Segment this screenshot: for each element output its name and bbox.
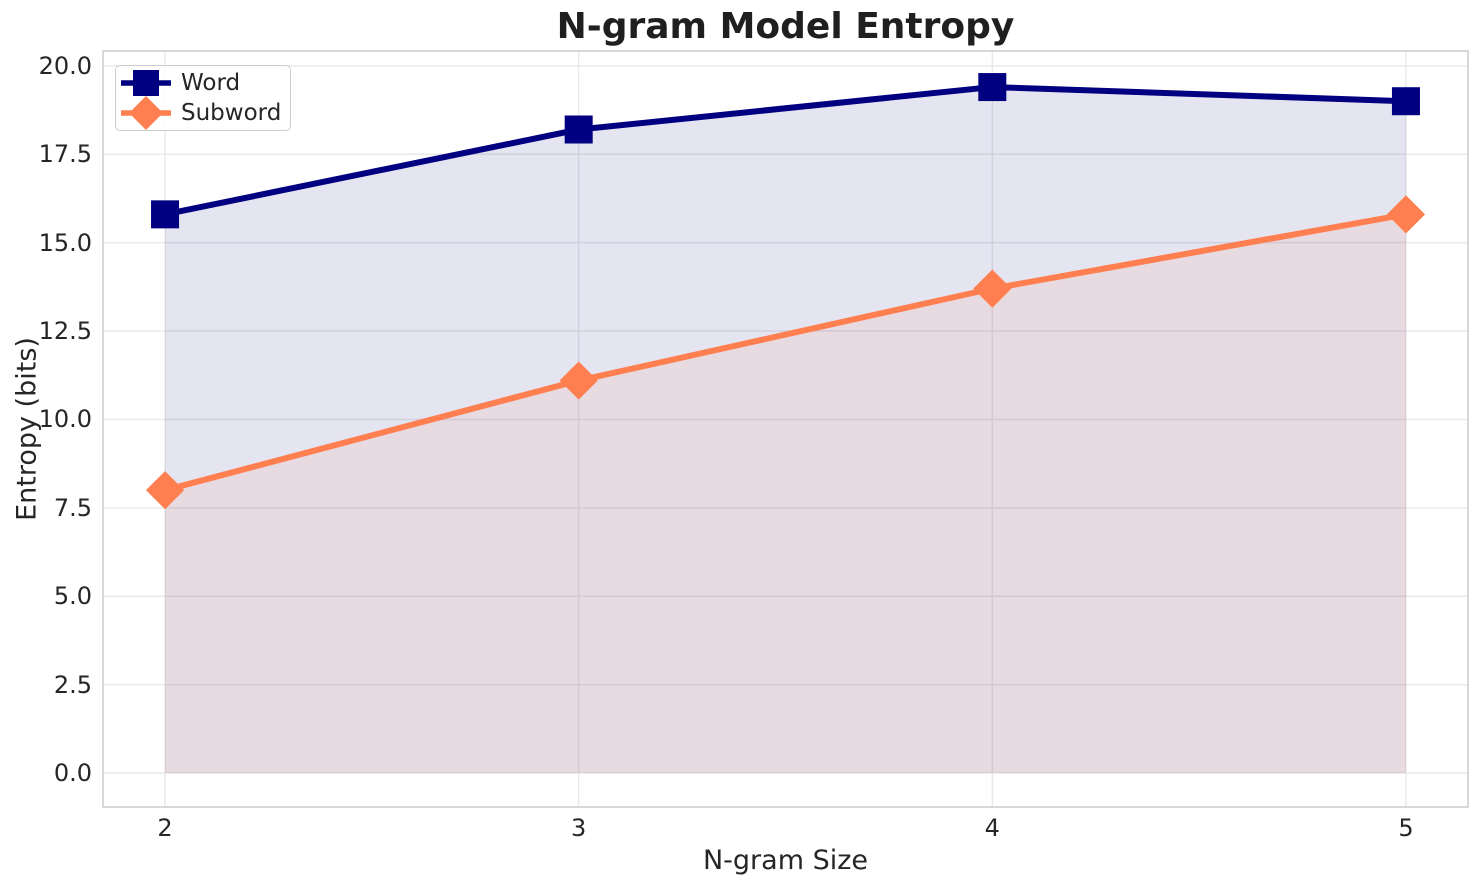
y-tick-label: 0.0 [53,759,92,788]
word-square-marker [978,73,1007,102]
axes-spines [102,50,1469,808]
legend-item-subword: Subword [121,96,282,130]
legend-square-marker-icon [121,70,171,96]
word-fill-area [165,87,1406,774]
chart-title: N-gram Model Entropy [556,6,1015,47]
subword-fill-area [165,214,1406,774]
x-tick-label: 2 [157,814,173,842]
y-tick-label: 20.0 [38,51,92,80]
subword-diamond-marker [973,269,1012,308]
y-tick-label: 17.5 [38,140,92,169]
subword-line [162,211,1409,494]
legend-diamond-marker-icon [121,96,171,130]
legend-label: Subword [181,100,282,126]
word-line [162,84,1409,218]
y-tick-label: 10.0 [38,405,92,434]
x-tick-label: 3 [571,814,587,842]
word-square-marker [151,200,180,229]
y-axis-label: Entropy (bits) [11,337,43,521]
x-tick-label: 4 [984,814,1000,842]
subword-diamond-marker [559,361,598,400]
x-axis-label: N-gram Size [702,845,869,876]
x-tick-label: 5 [1398,814,1414,842]
y-tick-label: 2.5 [53,670,92,699]
subword-diamond-marker [1386,195,1426,234]
y-tick-label: 7.5 [53,493,92,522]
legend: Word Subword [115,65,292,131]
legend-label: Word [181,70,241,96]
y-tick-label: 12.5 [38,317,92,346]
subword-diamond-marker [145,471,185,510]
word-square-marker [564,115,593,144]
y-tick-label: 15.0 [38,228,92,257]
legend-item-word: Word [121,68,281,98]
word-square-marker [1391,87,1420,116]
y-tick-label: 5.0 [53,582,92,611]
